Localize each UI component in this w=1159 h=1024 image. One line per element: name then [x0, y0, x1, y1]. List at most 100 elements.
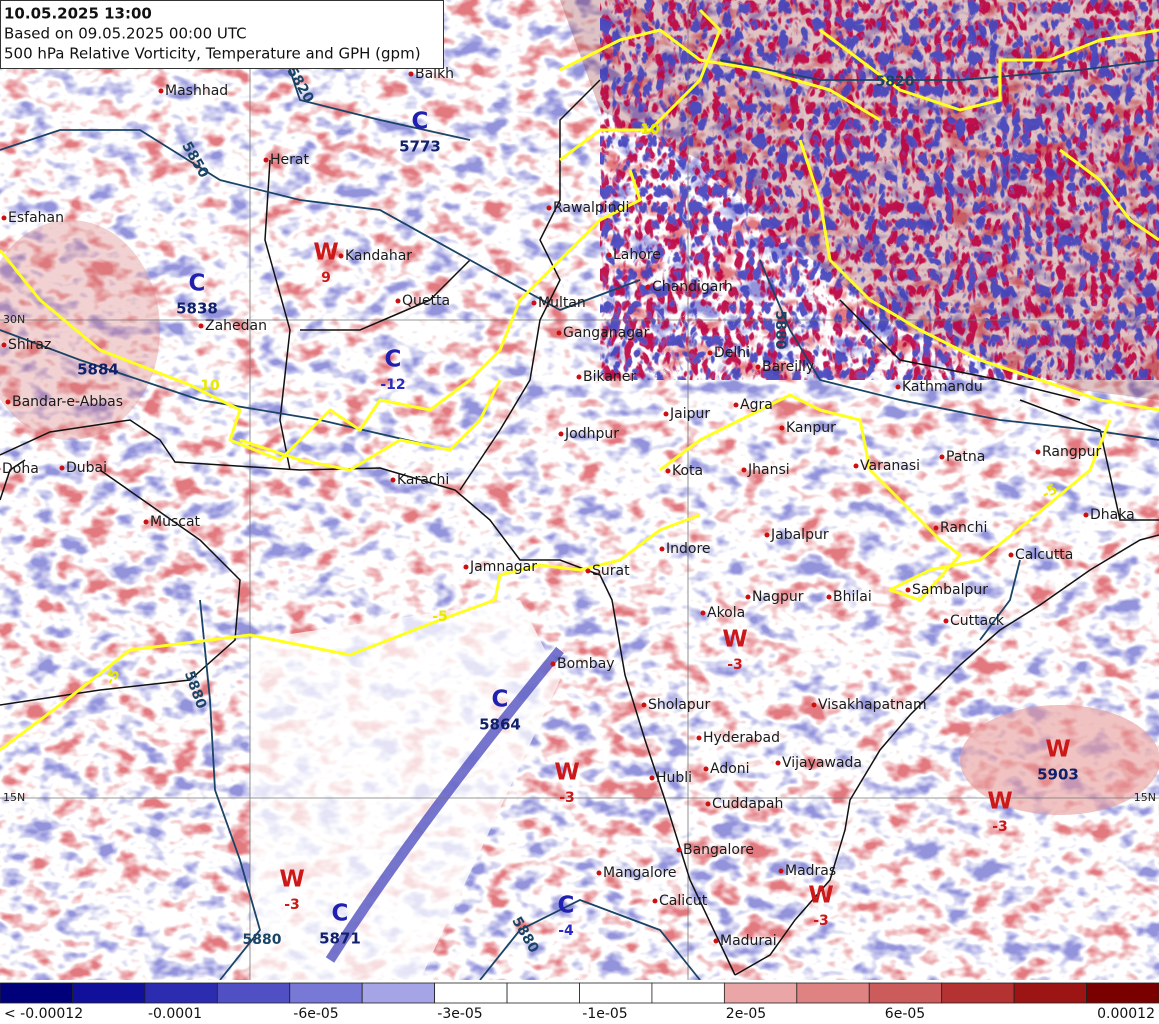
city-label: Zahedan [205, 318, 267, 334]
temperature-contour [559, 8, 722, 162]
city-marker [263, 157, 269, 163]
city-label: Calcutta [1015, 547, 1073, 563]
city-label: Visakhapatnam [818, 697, 927, 713]
city-marker [463, 564, 469, 570]
center-value: 9 [321, 270, 331, 286]
city-marker [390, 477, 396, 483]
city-marker [558, 431, 564, 437]
colorbar-label: 6e-05 [885, 1006, 925, 1022]
city-marker [546, 205, 552, 211]
coastline [1019, 399, 1159, 521]
center-value: 5773 [399, 138, 441, 156]
center-letter: W [313, 240, 338, 266]
center-letter: W [722, 627, 747, 653]
city-label: Calicut [659, 893, 708, 909]
city-marker [645, 284, 651, 290]
city-marker [933, 525, 939, 531]
temperature-contour [559, 28, 881, 122]
gph-contour [979, 559, 1021, 641]
vorticity-blob [960, 705, 1159, 815]
city-label: Jaipur [669, 406, 710, 422]
city-marker [652, 898, 658, 904]
city-label: Jhansi [747, 462, 790, 478]
city-label: Rawalpindi [553, 200, 629, 216]
city-marker [778, 868, 784, 874]
coastline [0, 469, 241, 706]
coastline [264, 159, 291, 471]
gph-label: 5884 [77, 361, 119, 379]
city-label: Sambalpur [912, 582, 988, 598]
city-label: Ranchi [940, 520, 987, 536]
city-marker [755, 364, 761, 370]
city-label: Herat [270, 152, 309, 168]
city-label: Mangalore [603, 865, 677, 881]
gph-contour [279, 39, 471, 141]
city-label: Akola [707, 605, 745, 621]
city-marker [408, 71, 414, 77]
city-marker [158, 88, 164, 94]
colorbar-swatch [579, 982, 653, 1004]
center-value: -12 [380, 377, 405, 393]
city-marker [943, 618, 949, 624]
city-marker [1008, 552, 1014, 558]
city-marker [1083, 512, 1089, 518]
city-label: Surat [592, 563, 630, 579]
city-label: Esfahan [8, 210, 64, 226]
coastline [0, 459, 26, 501]
city-marker [338, 253, 344, 259]
gph-contour [0, 129, 641, 311]
city-label: Kandahar [345, 248, 412, 264]
latitude-label: 15N [3, 791, 25, 804]
city-label: Quetta [402, 293, 450, 309]
center-value: 5871 [319, 930, 361, 948]
colorbar-swatch [72, 982, 146, 1004]
contour-label: 10 [640, 122, 660, 138]
city-label: Adoni [710, 761, 750, 777]
colorbar-label: 2e-05 [726, 1006, 766, 1022]
temperature-contour [0, 169, 642, 462]
city-label: Cuttack [950, 613, 1005, 629]
temperature-contour [819, 28, 1159, 112]
temperature-contour [798, 139, 1159, 412]
colorbar-label: 0.00012 [1097, 1006, 1155, 1022]
center-value: -3 [727, 657, 743, 673]
colorbar-swatch [434, 982, 508, 1004]
contour-label: 10 [200, 378, 220, 394]
contour-label: -5 [432, 609, 448, 625]
city-label: Dubai [66, 460, 107, 476]
city-label: Cuddapah [712, 796, 783, 812]
colorbar-swatch [144, 982, 218, 1004]
city-label: Shiraz [8, 337, 51, 353]
city-marker [395, 298, 401, 304]
city-marker [649, 775, 655, 781]
contour-label: 5880 [772, 311, 788, 350]
city-marker [775, 760, 781, 766]
city-marker [1, 215, 7, 221]
header-line: 10.05.2025 13:00 [4, 5, 152, 23]
city-marker [531, 300, 537, 306]
colorbar-swatch [1086, 982, 1159, 1004]
city-label: Rangpur [1042, 444, 1102, 460]
center-letter: C [385, 347, 402, 373]
city-marker [5, 399, 11, 405]
coastline [734, 534, 1159, 976]
city-label: Kanpur [786, 420, 836, 436]
vorticity-blob [0, 220, 160, 440]
center-letter: C [492, 687, 509, 713]
city-marker [1035, 449, 1041, 455]
city-marker [665, 468, 671, 474]
city-marker [895, 384, 901, 390]
city-marker [779, 425, 785, 431]
city-label: Bikaner [583, 369, 636, 385]
header-line: 500 hPa Relative Vorticity, Temperature … [4, 45, 421, 63]
center-letter: W [1045, 737, 1070, 763]
city-marker [705, 801, 711, 807]
city-label: Hubli [656, 770, 692, 786]
center-letter: C [558, 893, 575, 919]
city-marker [585, 568, 591, 574]
city-label: Chandigarh [652, 279, 733, 295]
city-marker [741, 467, 747, 473]
city-label: Nagpur [752, 589, 804, 605]
city-marker [696, 735, 702, 741]
